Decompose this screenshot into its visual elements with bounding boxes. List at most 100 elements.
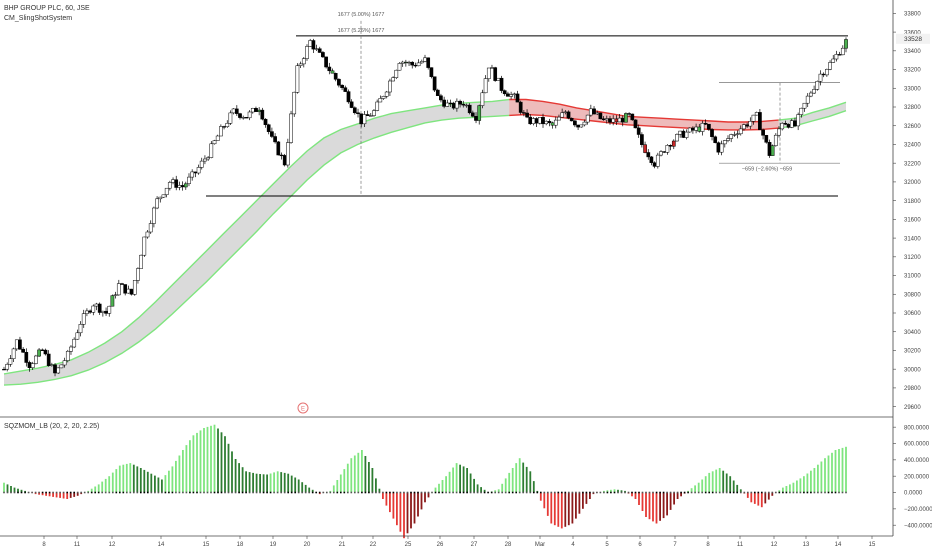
candle-body	[445, 102, 450, 107]
squeeze-dot	[164, 491, 167, 494]
time-tick-label: 15	[869, 542, 876, 548]
candle	[171, 177, 175, 185]
squeeze-dot	[736, 491, 738, 494]
price-tick-label: 30600	[904, 311, 921, 317]
momentum-bar	[694, 485, 696, 493]
momentum-bar	[662, 492, 665, 519]
time-tick-label: 14	[158, 542, 165, 548]
candle-body	[142, 236, 147, 256]
earnings-marker[interactable]: E	[297, 402, 309, 414]
squeeze-dot	[543, 491, 546, 494]
squeeze-dot	[438, 491, 440, 494]
momentum-bar	[182, 450, 184, 493]
candle-body	[831, 58, 836, 63]
candle-body	[27, 362, 32, 368]
candle	[97, 302, 102, 315]
squeeze-dot	[701, 491, 703, 494]
candle	[65, 349, 70, 363]
squeeze-dot	[448, 491, 451, 494]
squeeze-dot	[466, 491, 468, 494]
squeeze-dot	[234, 491, 237, 494]
candle-body	[700, 123, 705, 132]
momentum-bar	[845, 446, 847, 493]
candle-body	[550, 122, 555, 126]
candle-body	[196, 167, 201, 174]
momentum-bar	[455, 463, 458, 493]
squeeze-dot	[311, 491, 314, 494]
momentum-bar	[196, 432, 198, 493]
candle	[553, 116, 558, 129]
squeeze-dot	[140, 491, 142, 494]
squeeze-dot	[424, 491, 426, 494]
candle-body	[14, 339, 19, 350]
squeeze-dot	[375, 491, 377, 494]
squeeze-dot	[522, 491, 524, 494]
candle	[837, 51, 842, 56]
momentum-bar	[185, 445, 188, 493]
candle	[46, 350, 51, 367]
candle-body	[805, 95, 810, 104]
squeeze-dot	[115, 491, 118, 494]
momentum-bar	[764, 492, 767, 504]
momentum-bar	[343, 469, 346, 493]
momentum-bar	[280, 472, 283, 493]
candle	[710, 128, 714, 141]
candle	[761, 128, 765, 140]
momentum-bar	[610, 489, 612, 493]
squeeze-dot	[789, 491, 791, 494]
momentum-bar	[680, 492, 682, 497]
candle-body	[681, 130, 686, 138]
candle-body	[595, 112, 600, 115]
candle-body	[171, 179, 175, 183]
squeeze-dot	[711, 491, 714, 494]
squeeze-dot	[533, 491, 535, 494]
candle-body	[273, 136, 277, 143]
candle-body	[828, 62, 832, 70]
candle-body	[837, 54, 842, 56]
candle	[419, 59, 424, 64]
momentum-bar	[178, 455, 181, 493]
squeeze-dot	[27, 491, 30, 494]
squeeze-dot	[420, 491, 423, 494]
candle	[592, 106, 596, 115]
candle-body	[222, 126, 226, 128]
squeeze-dot	[504, 491, 507, 494]
candle	[21, 347, 25, 354]
momentum-bar	[803, 476, 805, 493]
momentum-bar	[234, 459, 237, 493]
momentum-tick-label: 0.0000	[904, 491, 923, 497]
momentum-bar	[171, 466, 174, 493]
candle	[758, 109, 762, 131]
candle-body	[346, 91, 351, 103]
candle-body	[486, 67, 491, 79]
candle	[190, 169, 195, 181]
candle-body	[710, 129, 714, 137]
candle	[815, 80, 820, 91]
candle-body	[671, 140, 676, 147]
candle-body	[643, 144, 647, 153]
squeeze-dot	[217, 491, 219, 494]
squeeze-dot	[143, 491, 146, 494]
momentum-bar	[62, 492, 65, 499]
squeeze-dot	[620, 491, 623, 494]
candle	[636, 124, 641, 138]
squeeze-dot	[768, 491, 770, 494]
squeeze-dot	[406, 491, 409, 494]
candle	[700, 120, 705, 136]
price-tick-label: 31000	[904, 274, 921, 280]
time-tick-label: 20	[304, 542, 311, 548]
candle-body	[43, 349, 48, 355]
momentum-bar	[164, 475, 167, 493]
momentum-bar	[3, 482, 5, 493]
squeeze-dot	[820, 491, 823, 494]
momentum-bar	[585, 492, 588, 504]
squeeze-dot	[782, 491, 784, 494]
candle	[244, 117, 249, 119]
candle	[649, 156, 654, 166]
candle-body	[812, 89, 816, 94]
time-tick-label: 26	[437, 542, 444, 548]
candle-body	[384, 91, 389, 97]
momentum-bar	[227, 443, 230, 493]
momentum-bar	[494, 490, 497, 493]
squeeze-dot	[45, 491, 47, 494]
